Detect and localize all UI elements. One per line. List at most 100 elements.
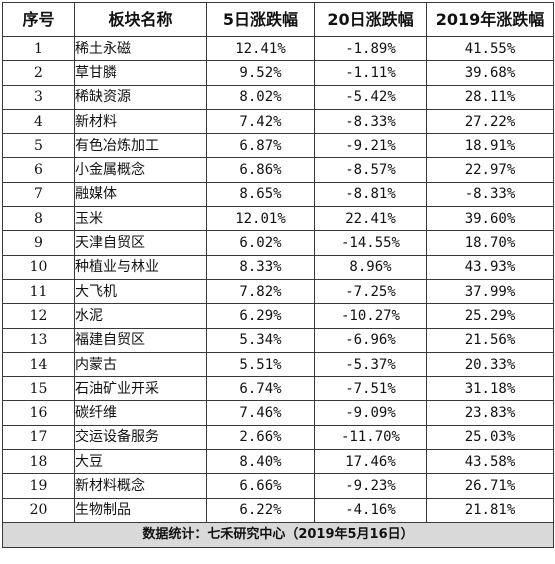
change-2019: 21.56% bbox=[426, 327, 554, 353]
change-20day: -14.55% bbox=[314, 230, 427, 256]
row-index: 16 bbox=[2, 400, 75, 426]
change-2019: 25.03% bbox=[426, 424, 554, 451]
sector-performance-table: 序号 板块名称 5日涨跌幅 20日涨跌幅 2019年涨跌幅 1 稀土永磁 12.41… bbox=[2, 2, 554, 548]
header-sector-name: 板块名称 bbox=[74, 2, 207, 37]
row-index: 1 bbox=[2, 35, 75, 62]
change-20day: -1.11% bbox=[314, 60, 427, 86]
table-body: 1 稀土永磁 12.41% -1.89% 41.55% 2 草甘膦 9.52% -1.11% 39… bbox=[2, 35, 554, 523]
change-5day: 12.41% bbox=[206, 35, 315, 62]
change-5day: 6.02% bbox=[206, 230, 315, 256]
change-5day: 5.34% bbox=[206, 327, 315, 353]
change-2019: 39.68% bbox=[426, 60, 554, 86]
change-20day: -1.89% bbox=[314, 35, 427, 62]
row-index: 11 bbox=[2, 278, 75, 305]
table-row: 15 石油矿业开采 6.74% -7.51% 31.18% bbox=[2, 376, 554, 402]
change-20day: -8.33% bbox=[314, 108, 427, 135]
change-5day: 7.46% bbox=[206, 400, 315, 426]
change-5day: 9.52% bbox=[206, 60, 315, 86]
change-2019: 39.60% bbox=[426, 206, 554, 232]
table-row: 2 草甘膦 9.52% -1.11% 39.68% bbox=[2, 60, 554, 86]
row-index: 12 bbox=[2, 303, 75, 329]
change-5day: 7.82% bbox=[206, 278, 315, 305]
change-2019: 41.55% bbox=[426, 35, 554, 62]
change-2019: 27.22% bbox=[426, 108, 554, 135]
change-20day: -7.51% bbox=[314, 376, 427, 402]
sector-name: 内蒙古 bbox=[74, 351, 207, 378]
table-row: 1 稀土永磁 12.41% -1.89% 41.55% bbox=[2, 35, 554, 62]
change-20day: -9.23% bbox=[314, 473, 427, 499]
change-20day: -7.25% bbox=[314, 278, 427, 305]
change-2019: 18.91% bbox=[426, 133, 554, 159]
sector-name: 福建自贸区 bbox=[74, 327, 207, 353]
table-row: 4 新材料 7.42% -8.33% 27.22% bbox=[2, 108, 554, 135]
change-20day: -6.96% bbox=[314, 327, 427, 353]
change-2019: 25.29% bbox=[426, 303, 554, 329]
row-index: 6 bbox=[2, 157, 75, 183]
sector-name: 石油矿业开采 bbox=[74, 376, 207, 402]
row-index: 9 bbox=[2, 230, 75, 256]
change-2019: 28.11% bbox=[426, 84, 554, 110]
change-5day: 8.40% bbox=[206, 449, 315, 475]
sector-name: 稀土永磁 bbox=[74, 35, 207, 62]
change-20day: -4.16% bbox=[314, 497, 427, 523]
row-index: 8 bbox=[2, 206, 75, 232]
change-20day: -10.27% bbox=[314, 303, 427, 329]
table-row: 3 稀缺资源 8.02% -5.42% 28.11% bbox=[2, 84, 554, 110]
header-2019-change: 2019年涨跌幅 bbox=[426, 2, 554, 37]
sector-name: 种植业与林业 bbox=[74, 254, 207, 280]
change-2019: 20.33% bbox=[426, 351, 554, 378]
header-row: 序号 板块名称 5日涨跌幅 20日涨跌幅 2019年涨跌幅 bbox=[2, 2, 554, 37]
change-2019: 18.70% bbox=[426, 230, 554, 256]
sector-name: 新材料概念 bbox=[74, 473, 207, 499]
row-index: 7 bbox=[2, 181, 75, 208]
row-index: 20 bbox=[2, 497, 75, 523]
table-row: 12 水泥 6.29% -10.27% 25.29% bbox=[2, 303, 554, 329]
change-20day: -8.57% bbox=[314, 157, 427, 183]
sector-name: 新材料 bbox=[74, 108, 207, 135]
row-index: 10 bbox=[2, 254, 75, 280]
table-row: 17 交运设备服务 2.66% -11.70% 25.03% bbox=[2, 424, 554, 451]
change-5day: 6.29% bbox=[206, 303, 315, 329]
sector-name: 水泥 bbox=[74, 303, 207, 329]
table-row: 18 大豆 8.40% 17.46% 43.58% bbox=[2, 449, 554, 475]
sector-name: 生物制品 bbox=[74, 497, 207, 523]
change-20day: -11.70% bbox=[314, 424, 427, 451]
sector-name: 玉米 bbox=[74, 206, 207, 232]
table-row: 13 福建自贸区 5.34% -6.96% 21.56% bbox=[2, 327, 554, 353]
table-row: 9 天津自贸区 6.02% -14.55% 18.70% bbox=[2, 230, 554, 256]
change-2019: 43.93% bbox=[426, 254, 554, 280]
row-index: 5 bbox=[2, 133, 75, 159]
table-row: 11 大飞机 7.82% -7.25% 37.99% bbox=[2, 278, 554, 305]
sector-name: 大豆 bbox=[74, 449, 207, 475]
change-5day: 8.02% bbox=[206, 84, 315, 110]
row-index: 19 bbox=[2, 473, 75, 499]
change-20day: -5.42% bbox=[314, 84, 427, 110]
table-row: 16 碳纤维 7.46% -9.09% 23.83% bbox=[2, 400, 554, 426]
row-index: 14 bbox=[2, 351, 75, 378]
change-2019: 23.83% bbox=[426, 400, 554, 426]
change-5day: 6.22% bbox=[206, 497, 315, 523]
sector-name: 小金属概念 bbox=[74, 157, 207, 183]
row-index: 18 bbox=[2, 449, 75, 475]
table-row: 14 内蒙古 5.51% -5.37% 20.33% bbox=[2, 351, 554, 378]
table-row: 20 生物制品 6.22% -4.16% 21.81% bbox=[2, 497, 554, 523]
change-5day: 6.74% bbox=[206, 376, 315, 402]
header-20day-change: 20日涨跌幅 bbox=[314, 2, 427, 37]
change-2019: 22.97% bbox=[426, 157, 554, 183]
change-20day: -8.81% bbox=[314, 181, 427, 208]
change-2019: 37.99% bbox=[426, 278, 554, 305]
sector-name: 天津自贸区 bbox=[74, 230, 207, 256]
sector-name: 大飞机 bbox=[74, 278, 207, 305]
change-20day: -9.21% bbox=[314, 133, 427, 159]
change-5day: 6.86% bbox=[206, 157, 315, 183]
change-2019: 31.18% bbox=[426, 376, 554, 402]
change-5day: 2.66% bbox=[206, 424, 315, 451]
change-5day: 6.66% bbox=[206, 473, 315, 499]
header-index: 序号 bbox=[2, 2, 75, 37]
row-index: 15 bbox=[2, 376, 75, 402]
change-20day: -9.09% bbox=[314, 400, 427, 426]
table-row: 19 新材料概念 6.66% -9.23% 26.71% bbox=[2, 473, 554, 499]
change-5day: 12.01% bbox=[206, 206, 315, 232]
table-row: 5 有色冶炼加工 6.87% -9.21% 18.91% bbox=[2, 133, 554, 159]
row-index: 4 bbox=[2, 108, 75, 135]
